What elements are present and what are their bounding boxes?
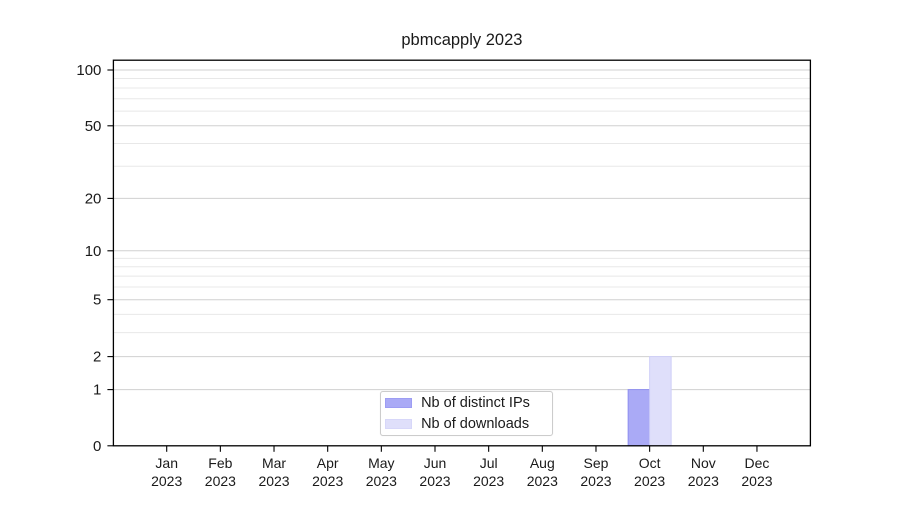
svg-text:2023: 2023: [741, 473, 772, 489]
svg-text:2023: 2023: [205, 473, 236, 489]
svg-text:Apr: Apr: [317, 455, 339, 471]
svg-text:2023: 2023: [312, 473, 343, 489]
svg-text:May: May: [368, 455, 394, 471]
svg-text:Sep: Sep: [584, 455, 609, 471]
svg-text:2023: 2023: [258, 473, 289, 489]
svg-text:10: 10: [85, 243, 102, 260]
svg-text:2: 2: [93, 349, 101, 366]
svg-text:2023: 2023: [473, 473, 504, 489]
svg-text:2023: 2023: [151, 473, 182, 489]
svg-text:100: 100: [76, 62, 101, 79]
svg-text:2023: 2023: [634, 473, 665, 489]
svg-text:Aug: Aug: [530, 455, 555, 471]
svg-text:1: 1: [93, 382, 101, 399]
svg-text:2023: 2023: [419, 473, 450, 489]
svg-text:Nov: Nov: [691, 455, 716, 471]
svg-text:50: 50: [85, 118, 102, 135]
svg-text:Oct: Oct: [639, 455, 661, 471]
svg-text:Mar: Mar: [262, 455, 286, 471]
svg-text:Dec: Dec: [745, 455, 770, 471]
svg-text:0: 0: [93, 438, 101, 455]
svg-text:20: 20: [85, 190, 102, 207]
svg-text:Jan: Jan: [155, 455, 178, 471]
svg-text:5: 5: [93, 292, 101, 309]
svg-text:pbmcapply 2023: pbmcapply 2023: [401, 31, 522, 49]
svg-text:Jul: Jul: [480, 455, 498, 471]
svg-text:2023: 2023: [580, 473, 611, 489]
svg-text:Feb: Feb: [208, 455, 232, 471]
svg-text:2023: 2023: [527, 473, 558, 489]
svg-text:Jun: Jun: [424, 455, 447, 471]
svg-text:2023: 2023: [688, 473, 719, 489]
svg-text:2023: 2023: [366, 473, 397, 489]
